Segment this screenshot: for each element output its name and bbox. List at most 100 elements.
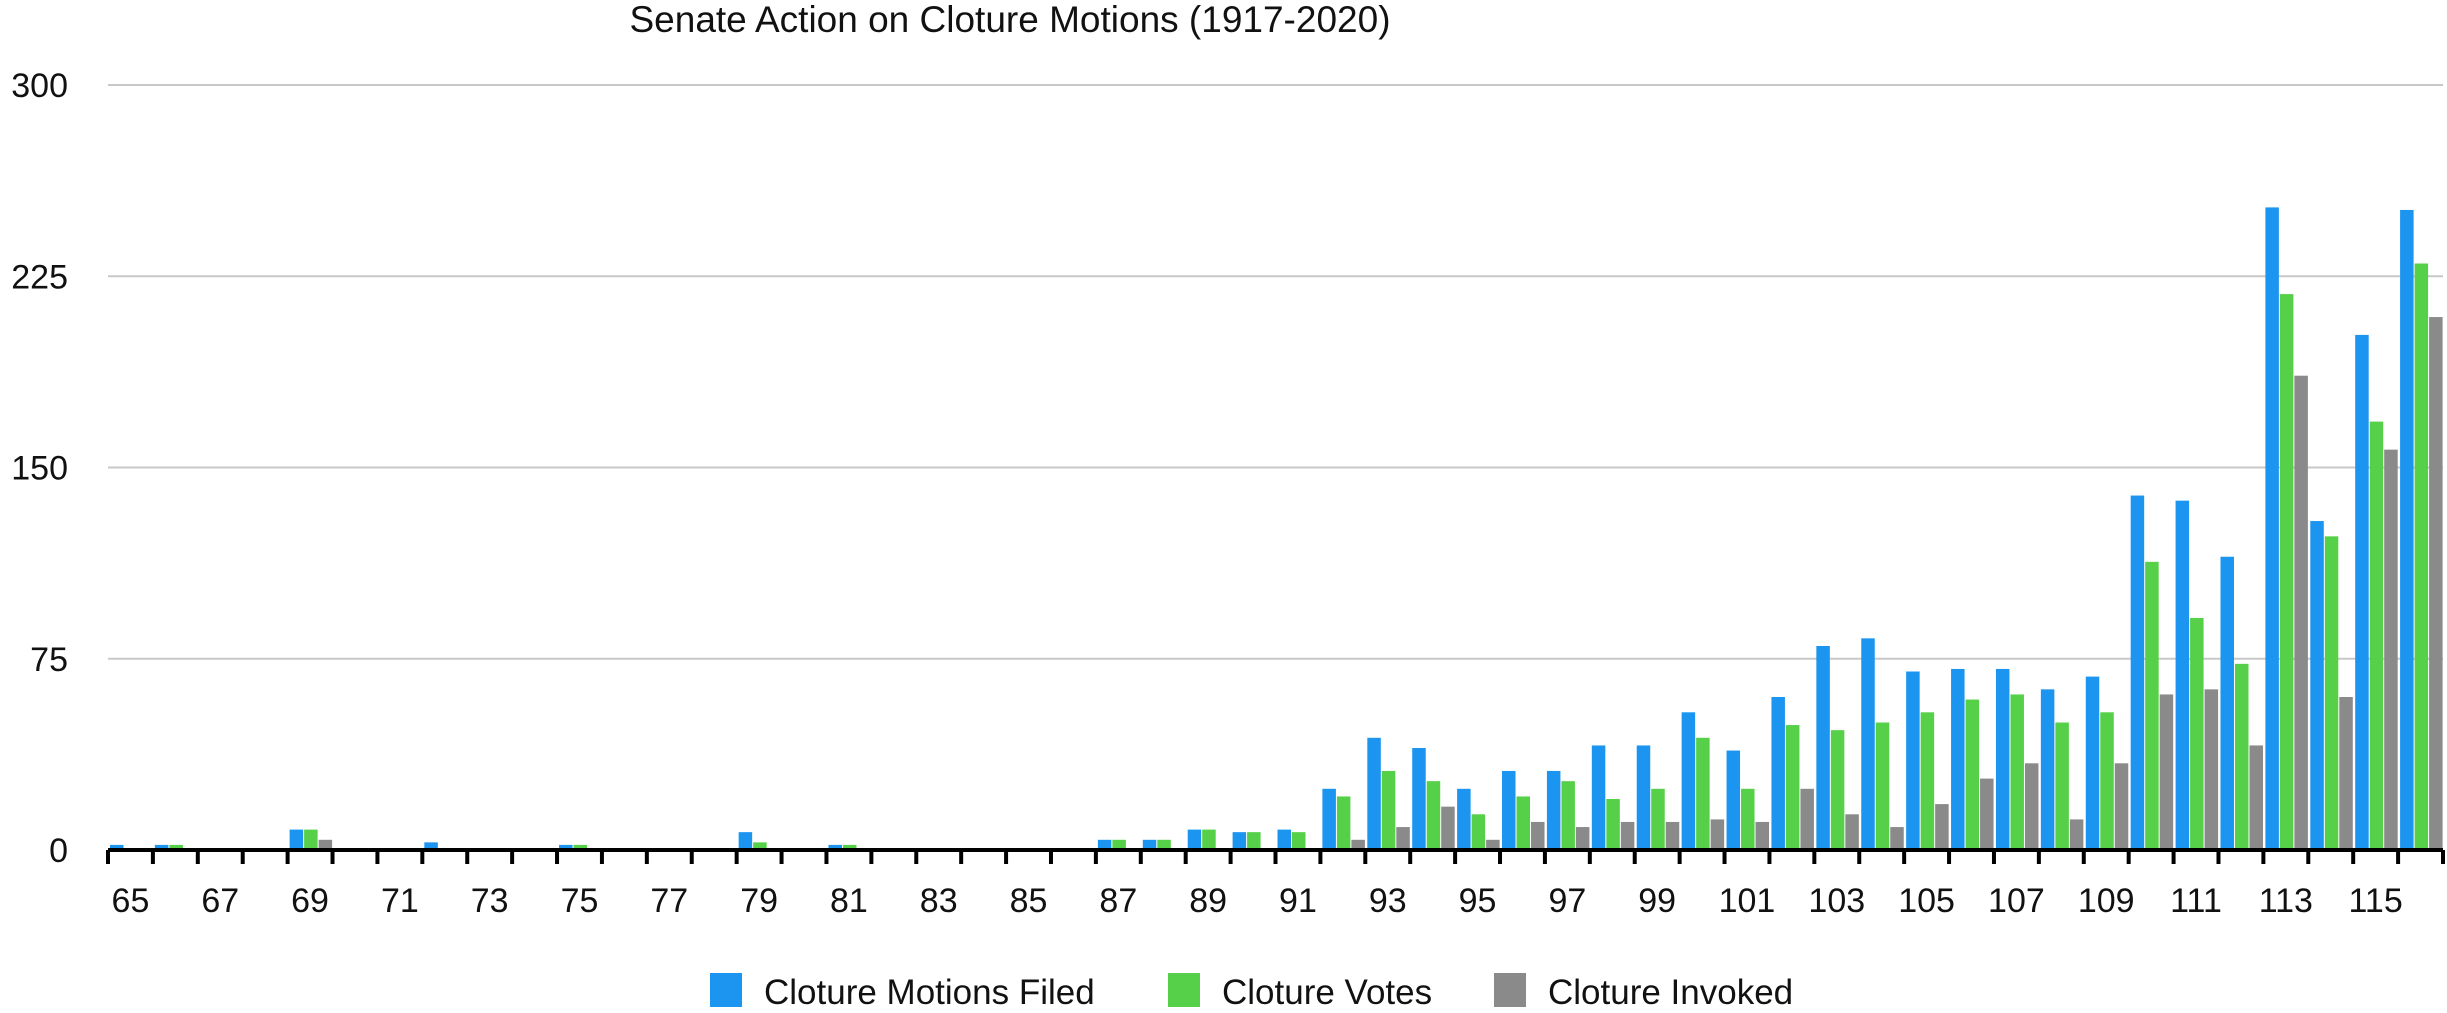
x-tick-label: 81 <box>830 882 868 920</box>
bar <box>738 832 753 850</box>
y-tick-label: 75 <box>30 641 68 679</box>
bar <box>1906 671 1920 850</box>
bar <box>1665 821 1680 850</box>
series-cloture-motions-filed <box>110 207 2414 850</box>
x-tick-label: 77 <box>650 882 688 920</box>
bar <box>2324 536 2339 850</box>
bar <box>424 842 438 850</box>
bar <box>2384 449 2398 850</box>
bar <box>1112 839 1126 850</box>
bar <box>2159 694 2174 850</box>
bar <box>2145 561 2159 850</box>
x-tick-label: 101 <box>1719 882 1776 920</box>
bar <box>1771 697 1785 850</box>
bar <box>169 844 183 850</box>
bar <box>1845 814 1859 850</box>
bar <box>1412 748 1426 850</box>
bar <box>2175 500 2190 850</box>
bar <box>304 829 318 850</box>
bar <box>318 839 333 850</box>
bar <box>1232 832 1247 850</box>
x-axis <box>106 848 2445 864</box>
bar <box>2339 697 2353 850</box>
bar <box>1502 770 1516 850</box>
x-tick-label: 79 <box>740 882 778 920</box>
x-tick-label: 93 <box>1369 882 1407 920</box>
bar <box>1890 827 1904 850</box>
legend: Cloture Motions Filed Cloture Votes Clotur… <box>710 973 1793 1012</box>
bar <box>1755 821 1770 850</box>
x-tick-label: 113 <box>2259 882 2313 920</box>
legend-swatch <box>1494 973 1526 1007</box>
bar <box>2279 294 2294 851</box>
y-tick-label: 0 <box>49 832 68 870</box>
bar <box>559 844 573 850</box>
bar <box>1396 827 1410 850</box>
chart-title: Senate Action on Cloture Motions (1917-2… <box>629 0 1390 40</box>
bar <box>1875 722 1890 850</box>
x-tick-label: 71 <box>381 882 419 920</box>
bar <box>1651 788 1665 850</box>
x-axis-ticks: 65 67 69 71 73 75 77 79 81 83 85 87 89 91 93 95 97 99 101 1… <box>112 882 2403 920</box>
legend-label: Cloture Motions Filed <box>764 973 1095 1012</box>
bar <box>1785 725 1800 850</box>
bar <box>753 842 767 850</box>
legend-swatch <box>1168 973 1200 1007</box>
bar <box>1351 839 1365 850</box>
bar <box>1861 638 1875 850</box>
x-tick-label: 89 <box>1189 882 1227 920</box>
bar <box>828 844 842 850</box>
bar <box>1741 788 1755 850</box>
y-tick-label: 300 <box>11 67 68 105</box>
bar <box>2265 207 2279 850</box>
y-axis-ticks: 0 75 150 225 300 <box>11 67 68 870</box>
bar <box>2414 263 2429 850</box>
bar <box>1681 712 1696 850</box>
bar <box>2100 712 2114 850</box>
bar <box>1142 839 1157 850</box>
bar <box>2400 209 2414 850</box>
bar <box>2055 722 2069 850</box>
bar <box>1710 819 1725 850</box>
bar <box>1322 788 1336 850</box>
bar <box>1995 668 2010 850</box>
bar <box>1636 745 1651 850</box>
bar <box>1546 770 1561 850</box>
legend-item: Cloture Invoked <box>1494 973 1793 1012</box>
x-tick-label: 83 <box>920 882 958 920</box>
bar <box>2010 694 2024 850</box>
legend-swatch <box>710 973 742 1007</box>
bar <box>1441 806 1455 850</box>
bar <box>1531 821 1545 850</box>
bar <box>1367 737 1381 850</box>
legend-label: Cloture Invoked <box>1548 973 1793 1012</box>
bar <box>573 844 588 850</box>
series-cloture-votes <box>169 263 2429 851</box>
x-tick-label: 111 <box>2170 882 2222 920</box>
bar <box>2130 495 2145 850</box>
legend-item: Cloture Motions Filed <box>710 973 1095 1012</box>
bar <box>1471 814 1486 850</box>
bar <box>1726 750 1741 850</box>
bar <box>1816 646 1830 850</box>
bar <box>154 844 169 850</box>
bar <box>2085 676 2100 850</box>
bar <box>1426 781 1441 850</box>
legend-item: Cloture Votes <box>1168 973 1432 1012</box>
bar <box>2204 689 2219 850</box>
bar <box>2249 745 2263 850</box>
legend-label: Cloture Votes <box>1222 973 1432 1012</box>
x-tick-label: 73 <box>471 882 509 920</box>
bar <box>1247 832 1261 850</box>
x-tick-label: 97 <box>1548 882 1586 920</box>
bar <box>110 844 124 850</box>
bar <box>1830 730 1845 850</box>
x-tick-label: 69 <box>291 882 329 920</box>
bar <box>2114 763 2129 850</box>
bar <box>2310 521 2324 850</box>
x-tick-label: 109 <box>2078 882 2135 920</box>
x-tick-label: 75 <box>561 882 599 920</box>
bar <box>1591 745 1606 850</box>
bar <box>2234 663 2249 850</box>
bar <box>1157 839 1171 850</box>
